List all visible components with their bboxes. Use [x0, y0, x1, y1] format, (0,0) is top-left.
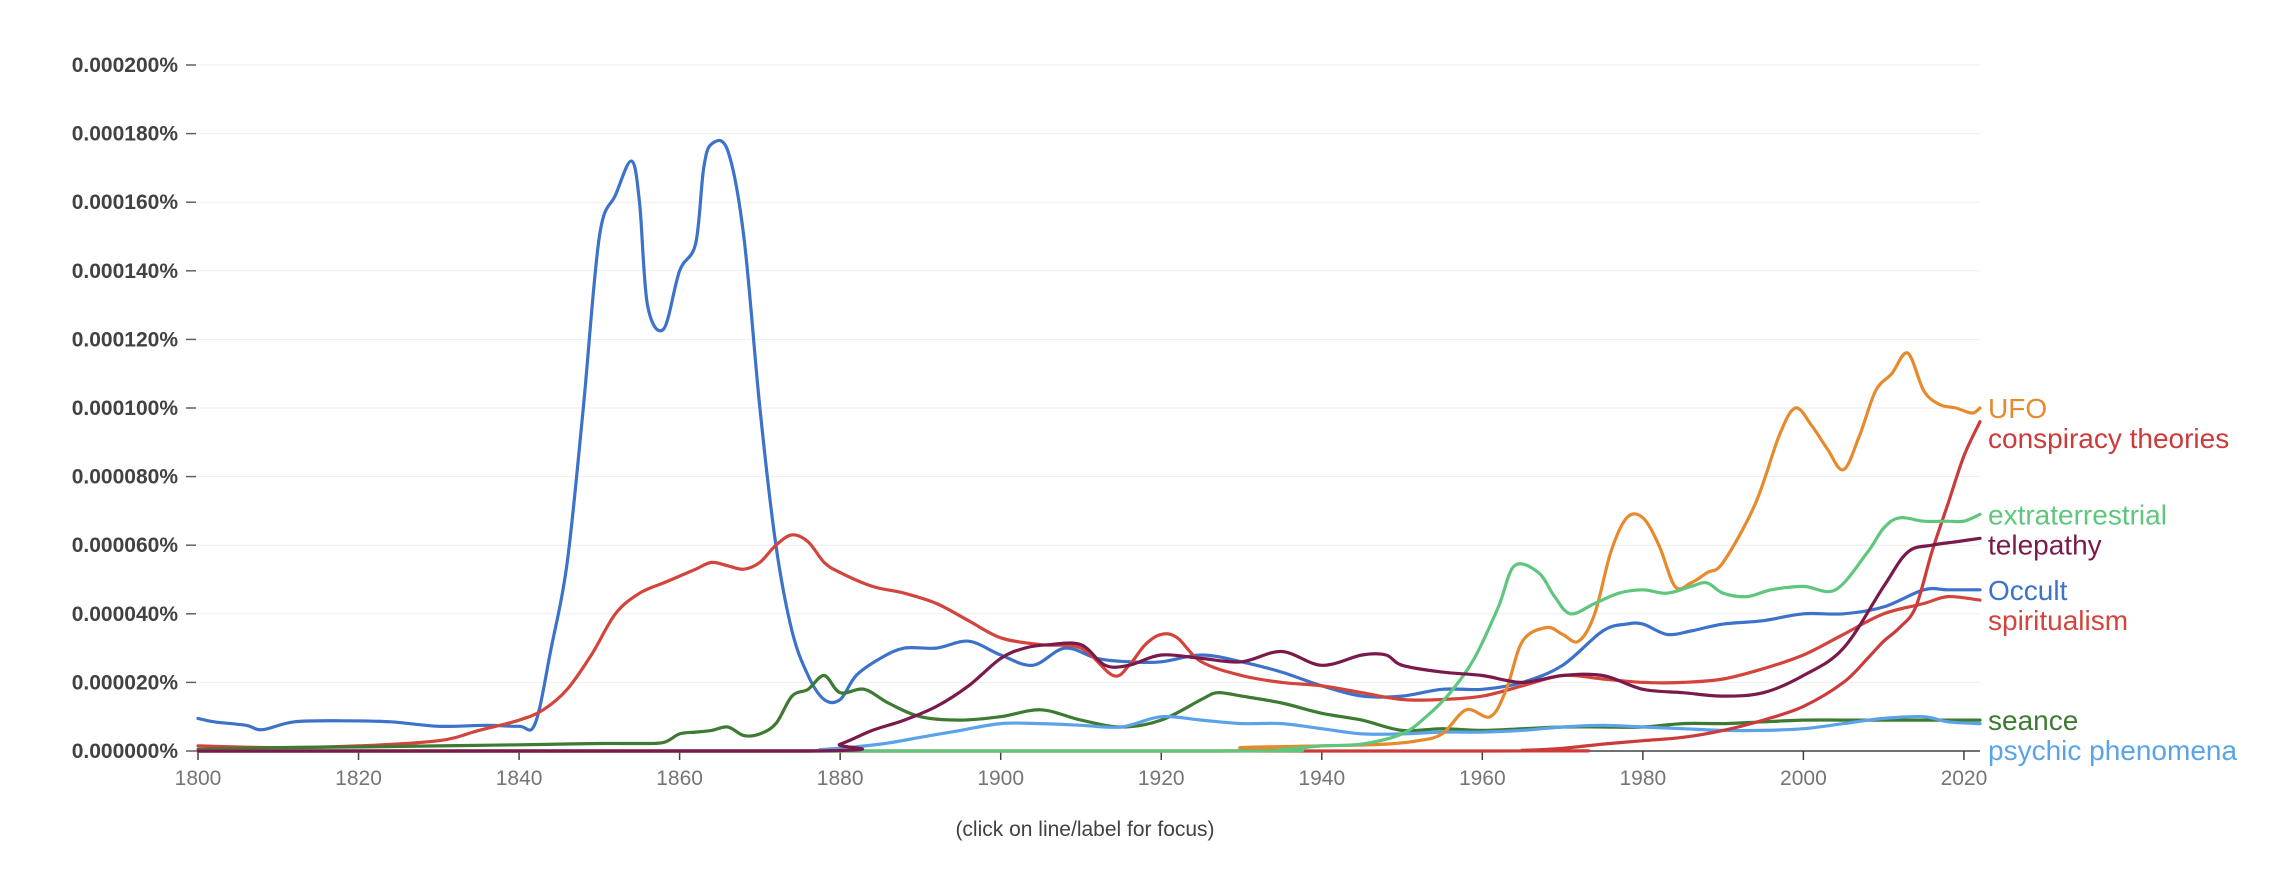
y-tick-label: 0.000140%	[72, 260, 179, 283]
y-tick-label: 0.000100%	[72, 397, 179, 420]
series-label-extraterrestrial[interactable]: extraterrestrial	[1988, 499, 2167, 530]
y-tick-label: 0.000120%	[72, 328, 179, 351]
series-label-occult[interactable]: Occult	[1988, 575, 2068, 606]
series-line-extraterrestrial[interactable]	[196, 512, 1982, 753]
series-label-psychic-phenomena[interactable]: psychic phenomena	[1988, 735, 2237, 766]
x-tick-label: 1920	[1138, 767, 1185, 790]
series-lines	[196, 138, 1982, 753]
x-tick-label: 1800	[175, 767, 222, 790]
y-tick-label: 0.000160%	[72, 191, 179, 214]
series-line-seance[interactable]	[196, 673, 1982, 751]
chart-footnote: (click on line/label for focus)	[955, 818, 1215, 841]
x-tick-label: 1900	[977, 767, 1024, 790]
y-tick-label: 0.000080%	[72, 466, 179, 489]
x-tick-label: 1860	[656, 767, 703, 790]
x-tick-label: 1880	[817, 767, 864, 790]
series-line-psychic-phenomena[interactable]	[196, 714, 1982, 753]
series-line-occult[interactable]	[196, 138, 1982, 732]
x-tick-label: 2020	[1941, 767, 1988, 790]
x-tick-label: 1820	[335, 767, 382, 790]
y-tick-label: 0.000180%	[72, 123, 179, 146]
series-line-telepathy[interactable]	[196, 536, 1982, 753]
y-tick-label: 0.000020%	[72, 671, 179, 694]
series-label-spiritualism[interactable]: spiritualism	[1988, 605, 2128, 636]
series-label-conspiracy-theories[interactable]: conspiracy theories	[1988, 423, 2229, 454]
y-tick-label: 0.000200%	[72, 54, 179, 77]
x-tick-label: 1840	[496, 767, 543, 790]
series-line-ufo[interactable]	[196, 351, 1982, 753]
chart-grid	[198, 64, 1980, 683]
y-axis-ticks: 0.000000% 0.000020% 0.000040% 0.000060% 0.00…	[72, 54, 196, 763]
series-line-conspiracy-theories[interactable]	[196, 420, 1982, 753]
series-label-seance[interactable]: seance	[1988, 705, 2078, 736]
y-tick-label: 0.000040%	[72, 603, 179, 626]
x-axis-ticks: 1800 1820 1840 1860 1880 1900 1920 1940 1960 1980…	[175, 751, 1988, 790]
series-line-spiritualism[interactable]	[196, 533, 1982, 750]
y-tick-label: 0.000060%	[72, 534, 179, 557]
x-tick-label: 1940	[1298, 767, 1345, 790]
series-label-ufo[interactable]: UFO	[1988, 393, 2047, 424]
x-tick-label: 2000	[1780, 767, 1827, 790]
x-tick-label: 1960	[1459, 767, 1506, 790]
x-tick-label: 1980	[1620, 767, 1667, 790]
series-label-telepathy[interactable]: telepathy	[1988, 529, 2102, 560]
y-tick-label: 0.000000%	[72, 740, 179, 763]
